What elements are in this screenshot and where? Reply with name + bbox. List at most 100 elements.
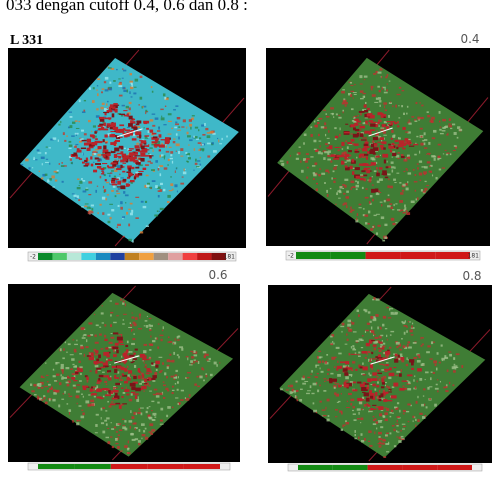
texture-speck [351,346,352,348]
texture-speck [149,324,151,327]
texture-speck [189,364,193,365]
texture-speck [85,346,88,348]
texture-speck [106,384,108,385]
red-area [114,148,119,152]
texture-speck [125,303,126,306]
red-area [76,157,81,158]
texture-speck [323,110,326,111]
red-area [384,369,390,371]
texture-speck [330,107,334,109]
texture-speck [378,125,380,126]
texture-speck [290,385,293,388]
red-area [100,367,105,368]
texture-speck [413,420,414,422]
texture-speck [450,128,452,129]
red-area [103,139,105,142]
texture-speck [415,190,416,192]
texture-speck [102,372,105,373]
texture-speck [386,335,387,337]
texture-speck [336,192,338,195]
texture-speck [437,379,438,380]
red-area [372,405,376,406]
texture-speck [93,162,95,163]
legend-swatch [435,252,470,259]
texture-speck [343,193,345,195]
texture-speck [327,373,329,375]
texture-speck [136,143,138,145]
texture-speck [347,146,349,149]
texture-speck [377,225,380,227]
texture-speck [342,323,345,326]
texture-speck [166,415,168,417]
texture-speck [166,376,168,378]
texture-speck [158,323,160,324]
texture-speck [161,117,165,120]
texture-speck [160,183,163,185]
texture-speck [151,410,153,411]
red-area [138,173,142,176]
texture-speck [64,140,66,142]
texture-speck [109,364,110,365]
texture-speck [299,399,302,402]
texture-speck [118,423,122,424]
texture-speck [100,204,102,206]
texture-speck [101,91,103,93]
texture-speck [162,330,163,331]
texture-speck [89,352,91,355]
texture-speck [444,126,447,128]
red-area [343,368,348,371]
red-area [133,358,137,360]
red-area [116,168,121,170]
texture-speck [129,102,132,104]
texture-speck [374,431,375,434]
texture-speck [324,381,326,382]
texture-speck [339,147,341,149]
texture-speck [419,173,423,176]
texture-speck [146,175,149,177]
texture-speck [352,186,356,188]
texture-speck [207,143,211,145]
texture-speck [190,351,193,352]
red-area [136,132,142,135]
texture-speck [73,387,76,388]
texture-speck [99,334,102,336]
texture-speck [424,188,427,191]
texture-speck [383,135,386,136]
texture-speck [379,192,381,193]
texture-speck [81,206,83,207]
red-area [382,124,386,127]
texture-speck [390,416,392,417]
texture-speck [353,406,355,408]
texture-speck [368,211,370,214]
red-area [106,355,109,358]
red-area [417,368,422,371]
texture-speck [383,376,386,379]
red-area [338,385,341,387]
red-area [108,377,111,380]
texture-speck [415,386,417,389]
red-area [345,124,348,125]
texture-speck [316,376,319,378]
figure: 033 dengan cutoff 0.4, 0.6 dan 0.8 : L 3… [0,0,495,492]
texture-speck [369,445,372,447]
texture-speck [83,153,84,156]
texture-speck [318,151,321,154]
red-area [112,164,116,166]
red-area [141,146,145,149]
texture-speck [140,231,143,233]
red-area [348,367,352,369]
red-area [362,148,367,151]
texture-speck [177,130,181,131]
texture-speck [287,161,289,164]
texture-speck [379,350,382,352]
texture-speck [368,373,369,375]
texture-speck [79,353,82,354]
texture-speck [300,389,303,390]
texture-speck [387,83,388,84]
texture-speck [348,329,352,332]
image-panel: 0.6 [8,268,240,470]
texture-speck [397,432,400,433]
red-area [165,140,170,144]
texture-speck [402,322,405,325]
texture-speck [69,141,72,143]
